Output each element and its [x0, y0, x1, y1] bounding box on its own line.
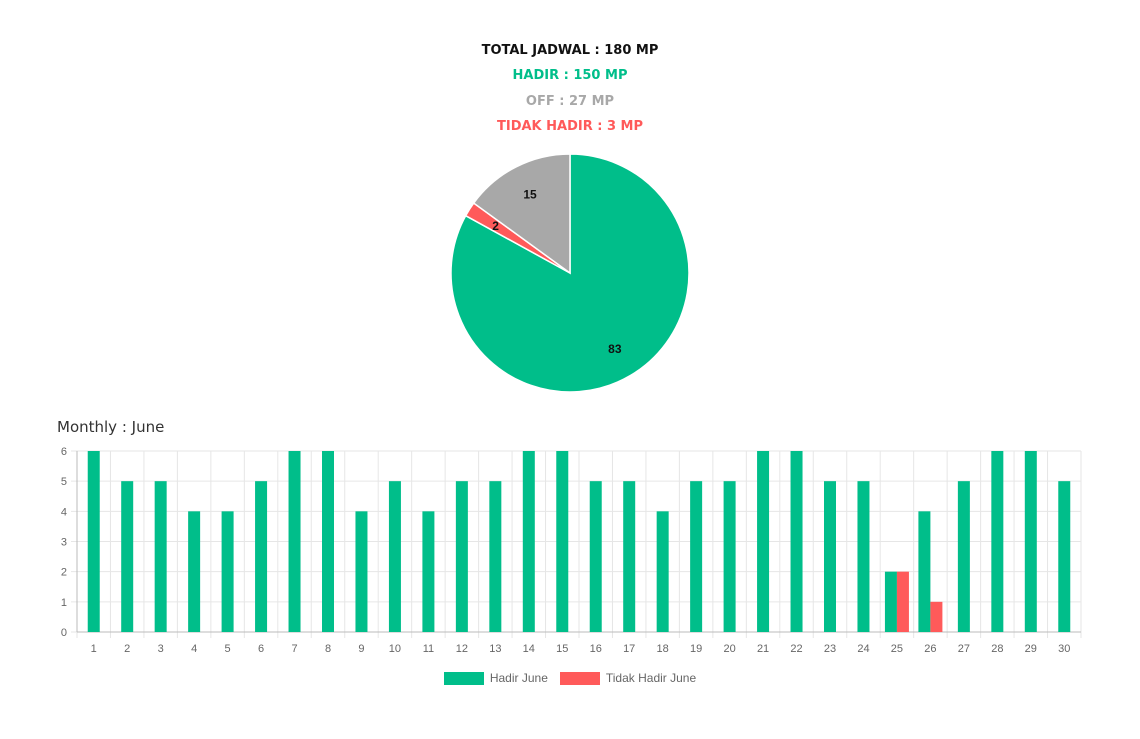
pie-label-1: 2 [492, 219, 499, 233]
bar-legend: Hadir June Tidak Hadir June [0, 671, 1140, 685]
bar-hadir[interactable] [723, 481, 736, 632]
bar-hadir[interactable] [288, 451, 301, 632]
pie-slice-2[interactable] [472, 153, 571, 275]
bar-hadir[interactable] [355, 511, 368, 632]
legend-label-hadir: Hadir June [489, 671, 548, 685]
x-tick-label: 10 [389, 643, 401, 655]
x-tick-label: 15 [556, 643, 568, 655]
x-tick-label: 20 [723, 643, 735, 655]
bar-hadir[interactable] [87, 451, 100, 632]
bar-hadir[interactable] [884, 571, 897, 632]
x-tick-label: 6 [258, 643, 264, 655]
y-tick-label: 5 [61, 476, 67, 488]
legend-item-tidak-hadir[interactable]: Tidak Hadir June [559, 671, 697, 685]
x-tick-label: 1 [91, 643, 97, 655]
pie-chart: 83 2 15 [450, 153, 690, 393]
bar-hadir[interactable] [918, 511, 931, 632]
y-tick-label: 2 [61, 567, 67, 579]
bar-hadir[interactable] [255, 481, 268, 632]
bar-hadir[interactable] [656, 511, 669, 632]
bar-tidak-hadir[interactable] [930, 601, 943, 632]
summary-off: OFF : 27 MP [525, 94, 615, 109]
bar-hadir[interactable] [690, 481, 703, 632]
bar-hadir[interactable] [991, 451, 1004, 632]
x-tick-label: 16 [590, 643, 602, 655]
bar-hadir[interactable] [221, 511, 234, 632]
bar-hadir[interactable] [188, 511, 201, 632]
x-tick-label: 9 [358, 643, 364, 655]
x-tick-label: 7 [291, 643, 297, 655]
x-tick-label: 30 [1058, 643, 1070, 655]
bar-hadir[interactable] [757, 451, 770, 632]
x-tick-label: 14 [523, 643, 535, 655]
x-tick-label: 5 [225, 643, 231, 655]
summary-total: TOTAL JADWAL : 180 MP [481, 43, 659, 58]
x-tick-label: 21 [757, 643, 769, 655]
pie-label-2: 15 [523, 188, 537, 202]
x-tick-label: 3 [158, 643, 164, 655]
bar-hadir[interactable] [489, 481, 502, 632]
x-tick-label: 28 [991, 643, 1003, 655]
bar-hadir[interactable] [522, 451, 535, 632]
x-tick-label: 19 [690, 643, 702, 655]
summary-hadir: HADIR : 150 MP [512, 68, 628, 83]
legend-swatch-hadir [443, 671, 484, 685]
legend-label-tidak-hadir: Tidak Hadir June [605, 671, 697, 685]
x-tick-label: 24 [857, 643, 869, 655]
bar-hadir[interactable] [623, 481, 636, 632]
x-tick-label: 12 [456, 643, 468, 655]
x-tick-label: 2 [124, 643, 130, 655]
x-tick-label: 17 [623, 643, 635, 655]
y-tick-label: 1 [61, 597, 67, 609]
bar-hadir[interactable] [322, 451, 334, 632]
bar-hadir[interactable] [388, 481, 401, 632]
bar-hadir[interactable] [857, 481, 870, 632]
x-tick-label: 8 [325, 643, 331, 655]
monthly-title: Monthly : June [57, 418, 165, 436]
y-tick-label: 3 [61, 537, 67, 549]
x-tick-label: 22 [790, 643, 802, 655]
bar-hadir[interactable] [1024, 451, 1037, 632]
x-tick-label: 13 [489, 643, 501, 655]
legend-item-hadir[interactable]: Hadir June [443, 671, 548, 685]
x-tick-label: 25 [891, 643, 903, 655]
bar-hadir[interactable] [455, 481, 468, 632]
x-tick-label: 29 [1025, 643, 1037, 655]
bar-tidak-hadir[interactable] [896, 571, 909, 632]
bar-hadir[interactable] [957, 481, 970, 632]
x-tick-label: 4 [191, 643, 197, 655]
bar-hadir[interactable] [589, 481, 602, 632]
pie-label-0: 83 [608, 342, 622, 356]
bar-hadir[interactable] [154, 481, 167, 632]
y-tick-label: 0 [61, 627, 67, 639]
summary-tidak-hadir: TIDAK HADIR : 3 MP [496, 119, 644, 134]
bar-hadir[interactable] [422, 511, 435, 632]
bar-hadir[interactable] [824, 481, 836, 632]
x-tick-label: 23 [824, 643, 836, 655]
y-tick-label: 4 [61, 506, 67, 518]
x-tick-label: 26 [924, 643, 936, 655]
legend-swatch-tidak-hadir [559, 671, 600, 685]
x-tick-label: 18 [657, 643, 669, 655]
x-tick-label: 11 [423, 643, 434, 655]
bar-hadir[interactable] [1058, 481, 1071, 632]
bar-hadir[interactable] [121, 481, 134, 632]
bar-hadir[interactable] [790, 451, 803, 632]
x-tick-label: 27 [958, 643, 970, 655]
bar-hadir[interactable] [556, 451, 569, 632]
y-tick-label: 6 [61, 446, 67, 458]
